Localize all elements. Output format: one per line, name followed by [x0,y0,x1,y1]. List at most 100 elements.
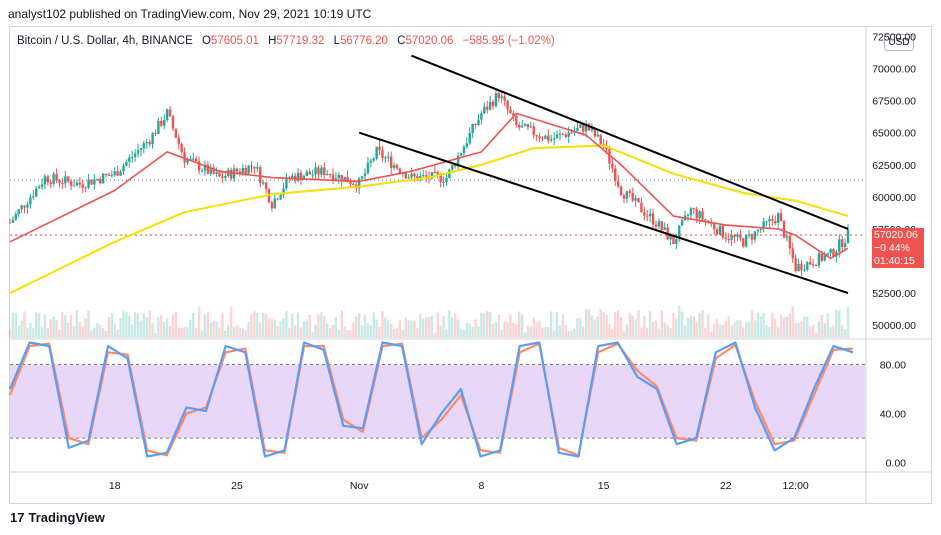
candle-body [730,235,733,240]
candle-body [72,185,76,187]
volume-bar [87,310,90,338]
volume-bar [401,330,405,338]
volume-bar [78,322,82,338]
candle-body [212,167,215,174]
candle-body [477,119,480,126]
volume-bar [695,322,698,338]
volume-bar [381,311,384,338]
candle-body [320,167,323,175]
volume-bar [346,330,349,338]
candle-body [451,164,454,170]
currency-badge[interactable]: USD [884,34,914,51]
candle-body [715,229,719,235]
candle-body [759,229,762,231]
candle-body [806,262,809,270]
volume-bar [14,313,18,338]
volume-bar [558,325,562,338]
volume-bar [669,327,672,338]
candle-body [299,172,303,181]
volume-bar [119,318,122,338]
candle-body [61,182,64,184]
volume-bar [349,330,352,338]
volume-bar [846,306,850,338]
candle-body [381,150,384,158]
candle-body [619,186,623,196]
volume-bar [823,322,826,338]
candle-body [541,137,544,139]
candle-body [555,134,559,139]
candle-body [291,175,294,178]
candle-body [480,113,483,120]
volume-bar [17,325,20,338]
candle-body [509,109,512,114]
candle-body [776,213,780,224]
volume-bar [512,322,515,338]
volume-bar [224,330,227,338]
candle-body [125,161,128,166]
volume-bar [357,313,361,338]
candle-body [456,155,460,166]
volume-bar [160,314,163,338]
candle-body [520,125,524,128]
candle-body [483,106,486,114]
volume-bar [622,331,626,338]
candle-body [20,205,23,210]
volume-bar [389,324,393,338]
candle-body [334,178,338,181]
volume-bar [689,315,693,338]
candle-body [372,158,375,161]
volume-bar [410,320,413,338]
volume-bar [456,319,460,338]
candle-body [846,229,850,244]
candle-body [430,172,434,179]
candle-body [23,205,26,208]
volume-bar [453,313,457,338]
candle-body [180,143,183,152]
volume-bar [314,324,317,338]
volume-bar [340,310,343,338]
volume-bar [331,325,335,338]
candle-body [107,174,111,176]
candle-body [518,124,521,128]
volume-bar [72,326,76,338]
candle-body [686,214,690,216]
candle-body [550,139,553,141]
volume-bar [235,325,239,338]
candle-body [84,187,87,189]
volume-bar [488,312,492,338]
volume-bar [768,327,771,338]
time-axis-label: Nov [350,480,369,492]
stoch-axis-label: 0.00 [886,458,907,470]
candle-body [340,174,343,182]
volume-bar [69,314,73,338]
volume-bar [506,321,509,338]
volume-bar [520,314,524,338]
moving-average-fast [9,112,849,260]
volume-bar [183,326,186,338]
volume-bar [532,317,535,338]
candle-body [747,234,751,236]
candle-body [739,234,742,239]
volume-bar [550,311,553,338]
candle-body [128,157,131,162]
volume-bar [785,316,789,338]
volume-bar [180,328,183,338]
candle-body [515,115,518,125]
tradingview-logo[interactable]: 17 TradingView [10,510,105,525]
candle-body [133,153,137,157]
candle-body [614,168,617,182]
candle-body [328,174,332,176]
volume-bar [465,322,469,338]
candle-body [657,221,661,227]
volume-bar [171,314,175,338]
volume-bar [104,330,108,338]
close-value: 57020.06 [405,35,454,47]
close-label: C [397,35,406,47]
candle-body [37,186,41,189]
volume-bar [203,314,207,338]
stoch-axis-label: 80.00 [880,360,906,372]
candle-body [203,164,207,171]
volume-bar [744,322,748,338]
candle-body [829,249,832,254]
volume-bar [43,314,47,338]
